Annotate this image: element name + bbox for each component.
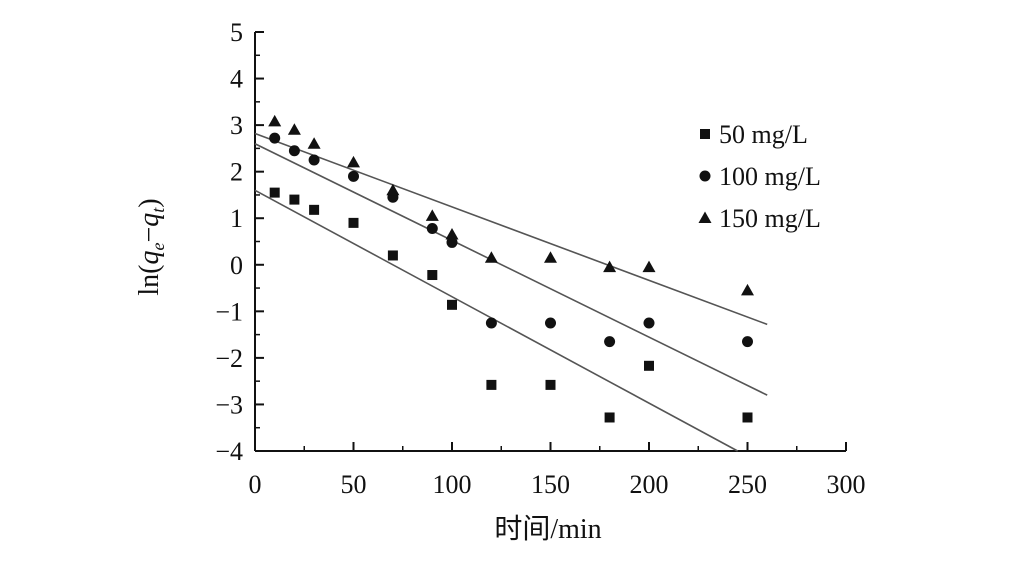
data-point-series-3 — [544, 251, 557, 263]
y-tick-label: 3 — [230, 111, 243, 140]
x-tick-label: 300 — [827, 470, 866, 499]
legend-label-series-2: 100 mg/L — [719, 162, 821, 191]
data-point-series-1 — [486, 379, 497, 390]
data-point-series-3 — [741, 283, 754, 296]
y-tick-label: −4 — [215, 437, 243, 466]
data-point-series-1 — [269, 187, 280, 198]
y-tick-label: −3 — [215, 390, 243, 419]
data-point-series-3 — [268, 114, 282, 127]
x-tick-label: 0 — [249, 470, 262, 499]
data-point-series-1 — [387, 250, 398, 261]
data-point-series-3 — [287, 123, 301, 135]
fit-lines — [254, 132, 768, 452]
data-point-series-1 — [427, 270, 438, 281]
legend-marker-series-1 — [700, 129, 710, 139]
data-point-series-2 — [485, 317, 497, 329]
data-point-series-3 — [386, 183, 400, 196]
data-point-series-2 — [604, 336, 616, 348]
y-axis-title: ln(qe−qt) — [134, 198, 168, 295]
y-tick-label: 4 — [230, 65, 243, 94]
fit-line-series-3 — [254, 132, 768, 326]
data-point-series-2 — [545, 317, 556, 329]
data-point-series-2 — [643, 317, 655, 329]
x-axis-title: 时间/min — [494, 513, 601, 545]
y-tick-label: −1 — [215, 297, 243, 326]
x-tick-label: 250 — [728, 470, 767, 499]
data-point-series-3 — [642, 260, 656, 273]
data-point-series-1 — [644, 360, 654, 371]
data-point-series-1 — [289, 194, 300, 205]
y-tick-label: 2 — [230, 158, 243, 187]
x-tick-label: 200 — [630, 470, 669, 499]
legend-label-series-3: 150 mg/L — [719, 204, 821, 233]
legend-marker-series-3 — [698, 211, 712, 223]
fit-line-series-2 — [254, 143, 768, 396]
y-tick-label: 5 — [230, 18, 243, 47]
legend-marker-series-2 — [699, 170, 711, 182]
y-tick-label: −2 — [215, 344, 243, 373]
data-point-series-2 — [308, 154, 320, 166]
x-tick-label: 100 — [433, 470, 472, 499]
y-tick-label: 1 — [230, 204, 243, 233]
data-points — [268, 114, 754, 423]
data-point-series-2 — [742, 336, 753, 348]
legend: 50 mg/L 100 mg/L 150 mg/L — [698, 120, 821, 233]
legend-label-series-1: 50 mg/L — [719, 120, 808, 149]
data-point-series-2 — [288, 145, 300, 157]
data-point-series-1 — [604, 412, 615, 423]
data-point-series-3 — [603, 260, 617, 273]
x-tick-label: 50 — [341, 470, 367, 499]
x-ticks: 0 50 100 150 200 250 300 — [249, 442, 866, 499]
x-tick-label: 150 — [531, 470, 570, 499]
data-point-series-2 — [446, 236, 458, 248]
data-point-series-3 — [484, 251, 498, 263]
data-point-series-1 — [545, 379, 556, 390]
data-point-series-3 — [445, 228, 459, 240]
data-point-series-2 — [348, 170, 359, 182]
data-point-series-2 — [269, 132, 281, 144]
data-point-series-1 — [742, 412, 753, 423]
data-point-series-3 — [347, 155, 360, 168]
data-point-series-3 — [425, 209, 439, 221]
data-point-series-1 — [348, 217, 359, 228]
y-ticks: 5 4 3 2 1 0 −1 −2 −3 −4 — [215, 18, 264, 466]
data-point-series-1 — [309, 204, 320, 215]
data-point-series-2 — [426, 222, 438, 234]
data-point-series-3 — [307, 137, 321, 149]
y-tick-label: 0 — [230, 251, 243, 280]
data-point-series-1 — [447, 299, 457, 310]
